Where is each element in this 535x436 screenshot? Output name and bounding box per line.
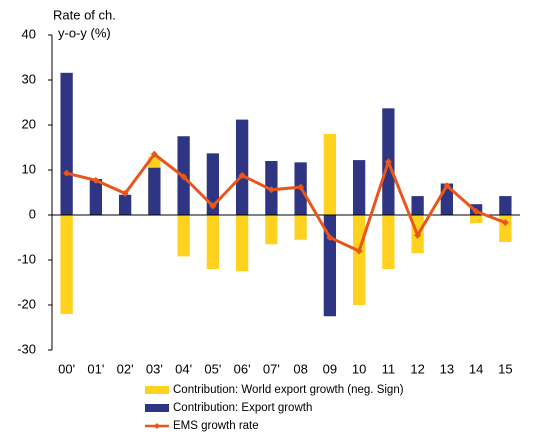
marker xyxy=(238,171,246,179)
x-tick-label: 05' xyxy=(204,361,221,376)
x-tick-label: 11 xyxy=(382,361,396,376)
marker xyxy=(150,150,158,158)
bar xyxy=(352,160,366,215)
bar xyxy=(265,215,278,245)
x-tick-label: 03' xyxy=(146,361,163,376)
bar xyxy=(294,215,307,240)
bar xyxy=(352,215,366,305)
x-tick-label: 04' xyxy=(175,361,192,376)
x-tick-label: 07' xyxy=(263,361,280,376)
x-tick-label: 00' xyxy=(58,361,75,376)
bar xyxy=(469,215,483,224)
bar xyxy=(499,215,512,242)
x-tick-label: 01' xyxy=(87,361,104,376)
bar xyxy=(118,194,132,215)
marker xyxy=(355,247,363,255)
marker xyxy=(443,182,451,190)
legend-swatch xyxy=(145,386,169,394)
bar xyxy=(382,215,395,269)
marker xyxy=(501,219,509,227)
x-tick-label: 06' xyxy=(234,361,251,376)
x-tick-label: 13 xyxy=(440,361,454,376)
x-tick-label: 09 xyxy=(323,361,337,376)
marker xyxy=(326,234,334,241)
bar xyxy=(177,215,190,257)
marker xyxy=(63,169,71,177)
legend-label: EMS growth rate xyxy=(173,420,259,432)
marker xyxy=(121,189,129,197)
x-tick-label: 12 xyxy=(410,361,424,376)
marker xyxy=(297,183,305,191)
marker xyxy=(92,176,100,184)
x-tick-label: 14 xyxy=(469,361,483,376)
bar xyxy=(60,72,73,215)
bar xyxy=(411,196,424,215)
bar xyxy=(89,179,103,215)
y-tick-label: 10 xyxy=(22,161,36,176)
bar xyxy=(60,215,73,314)
marker xyxy=(267,186,275,194)
bar xyxy=(206,153,220,215)
marker xyxy=(414,231,422,239)
y-tick-label: -10 xyxy=(17,251,36,266)
line xyxy=(66,152,506,254)
bar xyxy=(499,196,512,215)
legend-swatch xyxy=(145,404,169,412)
y-tick-label: 20 xyxy=(22,116,36,131)
y-axis-label: y-o-y (%) xyxy=(58,25,111,40)
legend-marker xyxy=(154,423,160,429)
marker xyxy=(180,173,188,181)
legend-label: Contribution: World export growth (neg. … xyxy=(173,384,404,396)
y-tick-label: 40 xyxy=(22,26,36,41)
marker xyxy=(472,207,480,215)
marker xyxy=(209,202,217,210)
bar xyxy=(235,215,249,272)
bar xyxy=(235,119,249,215)
y-tick-label: -30 xyxy=(17,341,36,356)
y-tick-label: -20 xyxy=(17,296,36,311)
x-tick-label: 10 xyxy=(352,361,366,376)
bar xyxy=(206,215,220,269)
x-tick-label: 15 xyxy=(498,361,512,376)
y-axis-label: Rate of ch. xyxy=(53,7,116,22)
bar xyxy=(323,134,337,215)
x-tick-label: 08 xyxy=(293,361,307,376)
y-tick-label: 30 xyxy=(22,71,36,86)
x-tick-label: 02' xyxy=(117,361,134,376)
legend-label: Contribution: Export growth xyxy=(173,402,312,414)
y-tick-label: 0 xyxy=(29,206,36,221)
bar xyxy=(148,167,161,215)
marker xyxy=(384,158,392,166)
